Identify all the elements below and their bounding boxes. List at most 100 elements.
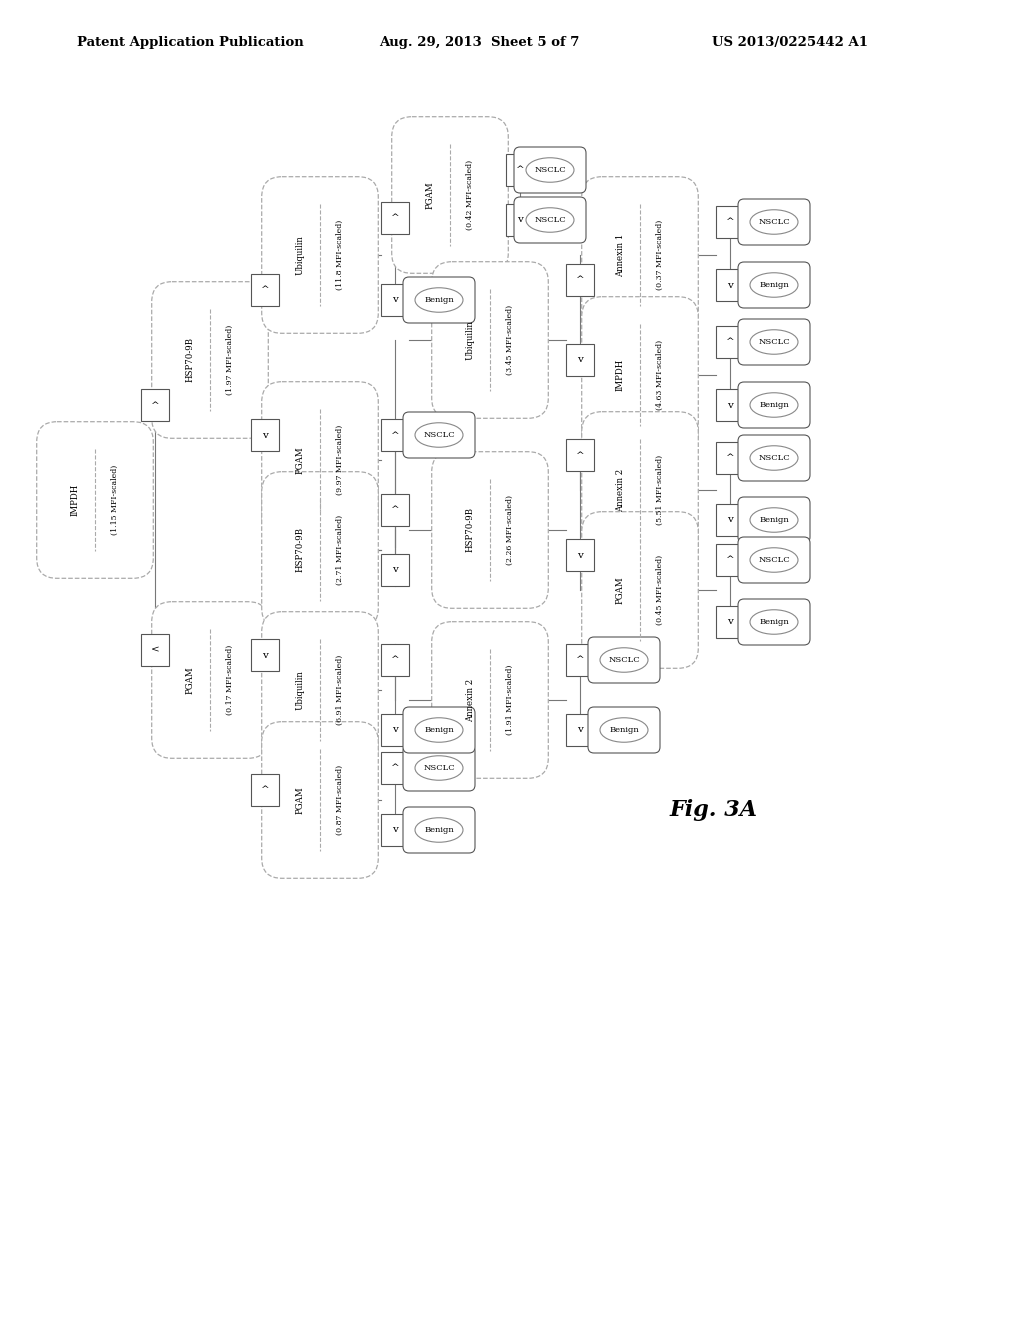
- Text: HSP70-9B: HSP70-9B: [466, 507, 475, 553]
- Bar: [716, 326, 744, 358]
- Text: NSCLC: NSCLC: [608, 656, 640, 664]
- Text: Annexin 1: Annexin 1: [615, 234, 625, 277]
- Ellipse shape: [415, 288, 463, 313]
- Bar: [716, 269, 744, 301]
- FancyBboxPatch shape: [432, 451, 548, 609]
- Text: Annexin 2: Annexin 2: [615, 469, 625, 512]
- Text: (1.97 MFI-scaled): (1.97 MFI-scaled): [225, 325, 233, 395]
- Text: (2.71 MFI-scaled): (2.71 MFI-scaled): [336, 515, 344, 585]
- Bar: [381, 284, 409, 315]
- Bar: [716, 389, 744, 421]
- FancyBboxPatch shape: [152, 602, 268, 758]
- Text: (5.51 MFI-scaled): (5.51 MFI-scaled): [655, 455, 664, 525]
- FancyBboxPatch shape: [262, 177, 378, 333]
- Text: Ubiquilin: Ubiquilin: [296, 235, 305, 275]
- Ellipse shape: [750, 446, 798, 470]
- Text: v: v: [578, 355, 583, 364]
- Text: ^: ^: [390, 506, 399, 515]
- Text: (0.37 MFI-scaled): (0.37 MFI-scaled): [655, 220, 664, 290]
- Ellipse shape: [415, 756, 463, 780]
- Text: v: v: [392, 726, 398, 734]
- Text: (0.45 MFI-scaled): (0.45 MFI-scaled): [655, 554, 664, 626]
- Text: ^: ^: [261, 785, 269, 795]
- Bar: [566, 644, 594, 676]
- Bar: [381, 554, 409, 586]
- Text: PGAM: PGAM: [296, 446, 305, 474]
- Text: HSP70-9B: HSP70-9B: [296, 528, 305, 573]
- Bar: [506, 205, 534, 236]
- FancyBboxPatch shape: [403, 277, 475, 323]
- Ellipse shape: [750, 393, 798, 417]
- Bar: [566, 440, 594, 471]
- FancyBboxPatch shape: [582, 512, 698, 668]
- FancyBboxPatch shape: [582, 177, 698, 333]
- Bar: [716, 606, 744, 638]
- FancyBboxPatch shape: [738, 498, 810, 543]
- FancyBboxPatch shape: [514, 197, 586, 243]
- Text: v: v: [578, 550, 583, 560]
- Text: HSP70-9B: HSP70-9B: [185, 338, 195, 383]
- FancyBboxPatch shape: [738, 261, 810, 308]
- Bar: [381, 644, 409, 676]
- FancyBboxPatch shape: [582, 297, 698, 453]
- Text: (1.91 MFI-scaled): (1.91 MFI-scaled): [506, 665, 514, 735]
- Text: v: v: [727, 516, 733, 524]
- Bar: [251, 418, 279, 451]
- Ellipse shape: [526, 207, 574, 232]
- Ellipse shape: [750, 610, 798, 634]
- Bar: [381, 814, 409, 846]
- FancyBboxPatch shape: [262, 381, 378, 539]
- Ellipse shape: [415, 718, 463, 742]
- Text: PGAM: PGAM: [426, 181, 435, 209]
- Ellipse shape: [415, 422, 463, 447]
- FancyBboxPatch shape: [392, 116, 508, 273]
- Text: Benign: Benign: [424, 726, 454, 734]
- Bar: [381, 202, 409, 234]
- Bar: [506, 154, 534, 186]
- Text: ^: ^: [726, 218, 734, 227]
- Bar: [716, 504, 744, 536]
- Text: (3.45 MFI-scaled): (3.45 MFI-scaled): [506, 305, 514, 375]
- Bar: [381, 418, 409, 451]
- Bar: [381, 752, 409, 784]
- Text: Ubiquilin: Ubiquilin: [296, 671, 305, 710]
- FancyBboxPatch shape: [152, 281, 268, 438]
- Text: Benign: Benign: [609, 726, 639, 734]
- Text: (0.42 MFI-scaled): (0.42 MFI-scaled): [466, 160, 474, 230]
- Text: IMPDH: IMPDH: [615, 359, 625, 391]
- Text: ^: ^: [575, 656, 585, 664]
- Ellipse shape: [600, 648, 648, 672]
- Text: Benign: Benign: [759, 516, 788, 524]
- Text: ^: ^: [726, 454, 734, 462]
- FancyBboxPatch shape: [738, 381, 810, 428]
- Text: v: v: [392, 825, 398, 834]
- Text: NSCLC: NSCLC: [758, 338, 790, 346]
- Ellipse shape: [600, 718, 648, 742]
- Bar: [716, 544, 744, 576]
- FancyBboxPatch shape: [262, 611, 378, 768]
- Text: (4.63 MFI-scaled): (4.63 MFI-scaled): [655, 341, 664, 411]
- Bar: [566, 714, 594, 746]
- FancyBboxPatch shape: [738, 199, 810, 246]
- Text: v: v: [517, 215, 523, 224]
- Text: ^: ^: [390, 656, 399, 664]
- FancyBboxPatch shape: [582, 412, 698, 569]
- Text: Fig. 3A: Fig. 3A: [670, 799, 758, 821]
- FancyBboxPatch shape: [432, 261, 548, 418]
- Text: <: <: [151, 645, 160, 655]
- Text: NSCLC: NSCLC: [423, 432, 455, 440]
- FancyBboxPatch shape: [588, 638, 660, 682]
- Text: v: v: [727, 281, 733, 289]
- FancyBboxPatch shape: [403, 708, 475, 752]
- Bar: [381, 714, 409, 746]
- Text: (1.15 MFI-scaled): (1.15 MFI-scaled): [111, 465, 119, 535]
- Text: (0.17 MFI-scaled): (0.17 MFI-scaled): [225, 645, 233, 715]
- Text: Benign: Benign: [759, 401, 788, 409]
- Text: NSCLC: NSCLC: [758, 556, 790, 564]
- Text: Ubiquilin: Ubiquilin: [466, 321, 475, 360]
- Text: v: v: [578, 726, 583, 734]
- Text: ^: ^: [151, 400, 160, 409]
- Ellipse shape: [750, 548, 798, 573]
- Text: Benign: Benign: [424, 826, 454, 834]
- FancyBboxPatch shape: [432, 622, 548, 779]
